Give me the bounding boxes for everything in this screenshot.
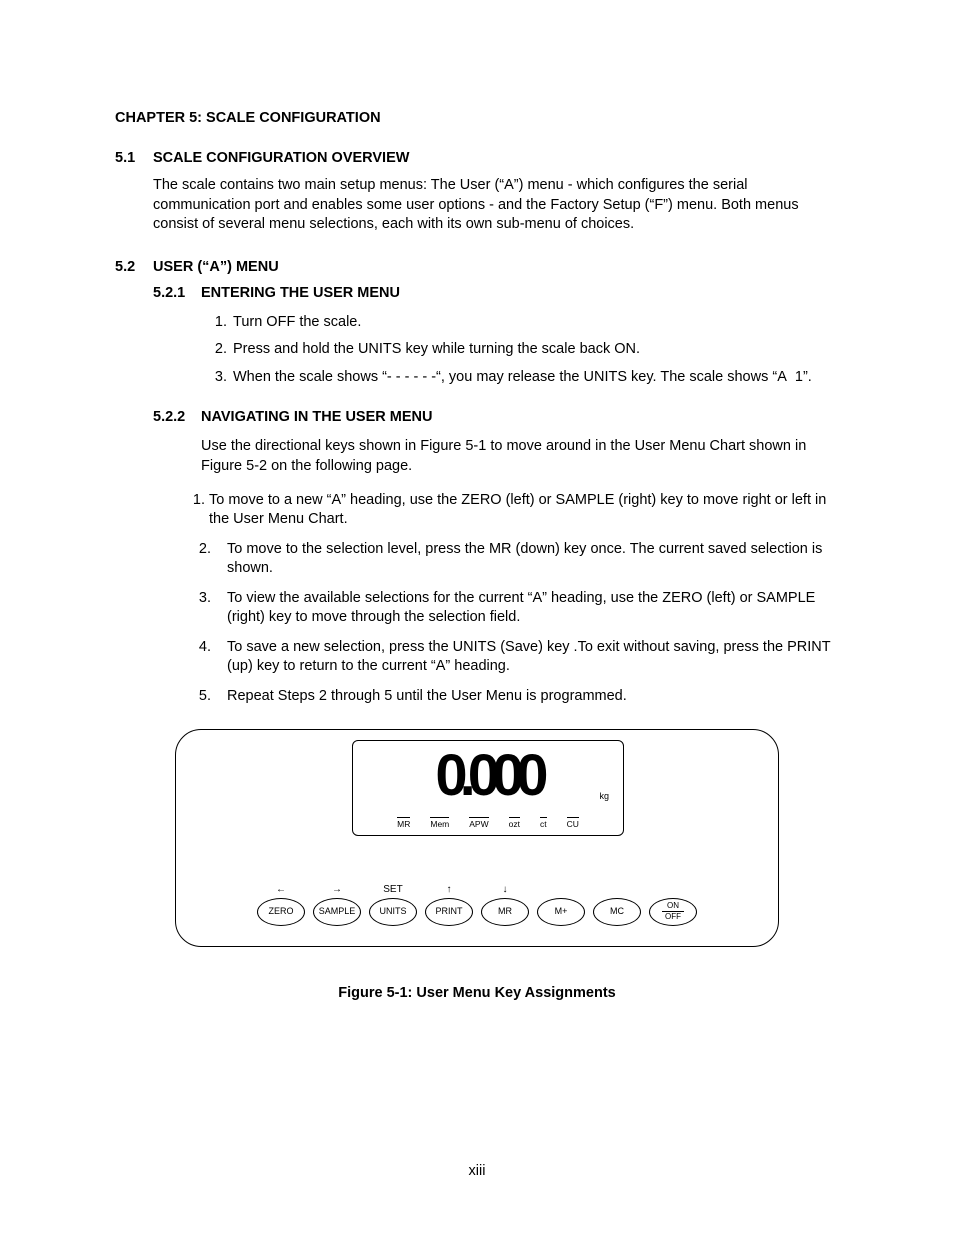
section-5-2-heading: 5.2 USER (“A”) MENU: [115, 259, 839, 275]
lcd-label: CU: [567, 817, 579, 829]
chapter-title: CHAPTER 5: SCALE CONFIGURATION: [115, 110, 839, 126]
list-item: Repeat Steps 2 through 5 until the User …: [215, 687, 839, 707]
figure-5-1: 0.000 kg MR Mem APW ozt ct CU ← ZERO →: [175, 729, 779, 1001]
list-item: To move to a new “A” heading, use the ZE…: [209, 491, 839, 530]
onoff-button: ON OFF: [649, 898, 697, 926]
key-row: ← ZERO → SAMPLE SET UNITS ↑ PRINT ↓ MR: [176, 882, 778, 926]
section-title: USER (“A”) MENU: [153, 259, 279, 275]
list-item: Press and hold the UNITS key while turni…: [231, 340, 839, 360]
section-number: 5.2: [115, 259, 153, 275]
off-label: OFF: [665, 913, 681, 921]
subsection-number: 5.2.1: [153, 285, 201, 301]
left-arrow-icon: ←: [276, 882, 286, 898]
key-mr: ↓ MR: [480, 882, 530, 926]
subsection-number: 5.2.2: [153, 409, 201, 425]
subsection-5-2-2-heading: 5.2.2 NAVIGATING IN THE USER MENU: [153, 409, 839, 425]
subsection-title: NAVIGATING IN THE USER MENU: [201, 409, 432, 425]
lcd-label: MR: [397, 817, 410, 829]
steps-list-521: Turn OFF the scale. Press and hold the U…: [201, 313, 839, 388]
key-sample: → SAMPLE: [312, 882, 362, 926]
list-item: To view the available selections for the…: [215, 589, 839, 628]
lcd-digits: 0.000: [353, 747, 623, 805]
print-button: PRINT: [425, 898, 473, 926]
section-5-1-heading: 5.1 SCALE CONFIGURATION OVERVIEW: [115, 150, 839, 166]
section-5-1-body: The scale contains two main setup menus:…: [153, 176, 839, 235]
lcd-label: ozt: [509, 817, 520, 829]
lcd-unit: kg: [599, 791, 609, 801]
list-item: To save a new selection, press the UNITS…: [215, 638, 839, 677]
down-arrow-icon: ↓: [503, 882, 508, 898]
key-units: SET UNITS: [368, 882, 418, 926]
figure-caption: Figure 5-1: User Menu Key Assignments: [175, 985, 779, 1001]
page-number: xiii: [0, 1163, 954, 1179]
mr-button: MR: [481, 898, 529, 926]
subsection-title: ENTERING THE USER MENU: [201, 285, 400, 301]
section-title: SCALE CONFIGURATION OVERVIEW: [153, 150, 409, 166]
steps-list-522: To move to a new “A” heading, use the ZE…: [185, 491, 839, 707]
key-mc: MC: [592, 882, 642, 926]
key-zero: ← ZERO: [256, 882, 306, 926]
subsection-5-2-1-heading: 5.2.1 ENTERING THE USER MENU: [153, 285, 839, 301]
list-item: To move to the selection level, press th…: [215, 540, 839, 579]
key-mplus: M+: [536, 882, 586, 926]
zero-button: ZERO: [257, 898, 305, 926]
lcd-label: Mem: [430, 817, 449, 829]
lcd-display: 0.000 kg MR Mem APW ozt ct CU: [352, 740, 624, 836]
lcd-label: ct: [540, 817, 547, 829]
key-print: ↑ PRINT: [424, 882, 474, 926]
mc-button: MC: [593, 898, 641, 926]
lcd-label: APW: [469, 817, 488, 829]
scale-panel: 0.000 kg MR Mem APW ozt ct CU ← ZERO →: [175, 729, 779, 947]
sample-button: SAMPLE: [313, 898, 361, 926]
right-arrow-icon: →: [332, 882, 342, 898]
set-label: SET: [383, 882, 402, 898]
mplus-button: M+: [537, 898, 585, 926]
up-arrow-icon: ↑: [447, 882, 452, 898]
units-button: UNITS: [369, 898, 417, 926]
list-item: When the scale shows “- - - - - -“, you …: [231, 368, 839, 388]
list-item: Turn OFF the scale.: [231, 313, 839, 333]
lcd-label-row: MR Mem APW ozt ct CU: [353, 817, 623, 829]
key-onoff: ON OFF: [648, 882, 698, 926]
section-number: 5.1: [115, 150, 153, 166]
subsection-5-2-2-intro: Use the directional keys shown in Figure…: [201, 437, 839, 476]
on-label: ON: [667, 902, 679, 910]
